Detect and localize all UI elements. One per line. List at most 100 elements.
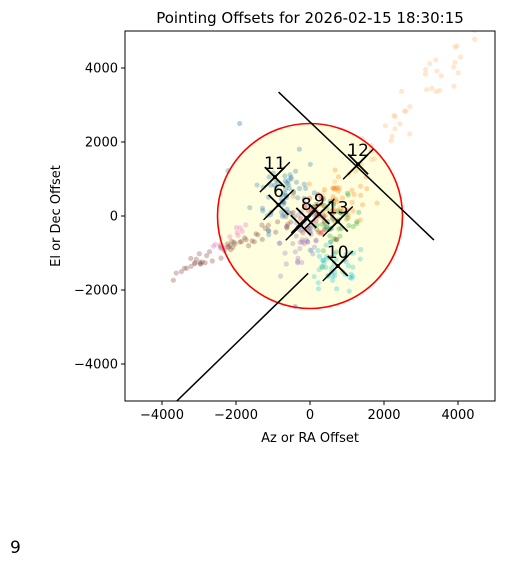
cluster-point (277, 273, 284, 279)
cluster-point (330, 185, 337, 191)
marker-center (272, 175, 277, 180)
trail-point (259, 222, 265, 228)
trail-point (170, 277, 176, 283)
trail-point (452, 59, 458, 65)
cluster-point (303, 205, 309, 212)
cluster-point (313, 201, 319, 208)
trail-point (392, 126, 398, 132)
trail-point (455, 70, 461, 76)
cluster-point (320, 196, 326, 202)
cluster-point (254, 182, 260, 188)
cluster-point (351, 191, 357, 198)
cluster-point (359, 202, 366, 208)
trail-point (228, 247, 234, 253)
cluster-point (338, 208, 344, 214)
trail-point (204, 253, 210, 259)
cluster-point (317, 230, 323, 236)
cluster-point (305, 239, 311, 245)
cluster-point (247, 204, 253, 211)
cluster-point (343, 258, 349, 265)
cluster-point (346, 223, 352, 229)
cluster-point (284, 180, 290, 186)
cluster-point (324, 256, 330, 262)
cluster-point (335, 188, 341, 194)
trail-point (224, 241, 231, 247)
trail-point (218, 255, 224, 261)
cluster-point (345, 215, 351, 221)
cluster-point (315, 286, 322, 292)
marker-label: 12 (347, 141, 369, 161)
cluster-point (306, 208, 312, 214)
cluster-point (283, 261, 289, 267)
cluster-point (364, 186, 370, 192)
cluster-point (282, 178, 288, 184)
cluster-point (277, 240, 283, 246)
trail-point (407, 131, 413, 137)
marker-center (276, 202, 281, 207)
cluster-point (374, 200, 380, 206)
cluster-point (259, 205, 266, 211)
cluster-point (321, 226, 327, 233)
cluster-point (295, 255, 301, 261)
cluster-point (350, 273, 356, 279)
cluster-point (337, 205, 343, 211)
cluster-point (311, 273, 317, 280)
trail-point (229, 238, 235, 244)
cluster-point (357, 183, 364, 189)
trail-point (399, 88, 405, 95)
trail-point (471, 31, 477, 33)
cluster-point (344, 190, 351, 196)
cluster-point (299, 259, 305, 266)
trail-point (242, 235, 248, 241)
cluster-point (282, 190, 288, 196)
x-tick-label: −2000 (214, 408, 258, 423)
page-number: 9 (10, 538, 21, 558)
trail-point (285, 221, 291, 227)
trail-point (255, 232, 261, 238)
marker-center (298, 223, 303, 228)
cluster-point (343, 216, 350, 222)
cluster-point (330, 194, 336, 200)
cluster-point (295, 195, 301, 201)
trail-point (472, 36, 478, 42)
trail-point (237, 225, 243, 231)
marker-label: 8 (301, 195, 312, 215)
y-tick-label: −2000 (74, 284, 118, 299)
marker-label: 13 (327, 199, 349, 219)
trail-point (329, 207, 336, 213)
cluster-point (298, 216, 304, 222)
cluster-point (288, 174, 294, 180)
trail-point (437, 87, 443, 94)
trail-point (438, 73, 444, 79)
cluster-point (319, 229, 325, 236)
cluster-point (296, 146, 303, 152)
cluster-point (260, 208, 266, 214)
marker-center (335, 263, 340, 268)
trail-point (231, 239, 237, 245)
trail-point (243, 222, 249, 228)
marker-label: 6 (273, 182, 284, 202)
trail-point (265, 222, 271, 228)
cluster-point (313, 238, 319, 244)
cluster-point (334, 236, 340, 243)
trail-point (423, 67, 429, 73)
cluster-point (319, 264, 326, 270)
cluster-point (306, 195, 313, 201)
trail-point (188, 255, 194, 261)
trail-point (234, 229, 240, 236)
trail-point (238, 238, 245, 245)
cluster-point (302, 201, 308, 207)
cluster-point (282, 186, 289, 192)
trail-point (196, 251, 202, 257)
trail-point (273, 229, 279, 235)
cluster-point (333, 256, 339, 263)
cluster-point (349, 187, 355, 193)
cluster-point (334, 184, 340, 191)
cluster-point (293, 179, 300, 185)
cluster-point (347, 274, 353, 281)
cluster-point (356, 209, 362, 215)
trail-point (235, 232, 241, 239)
cluster-point (300, 230, 306, 236)
cluster-point (320, 202, 326, 209)
